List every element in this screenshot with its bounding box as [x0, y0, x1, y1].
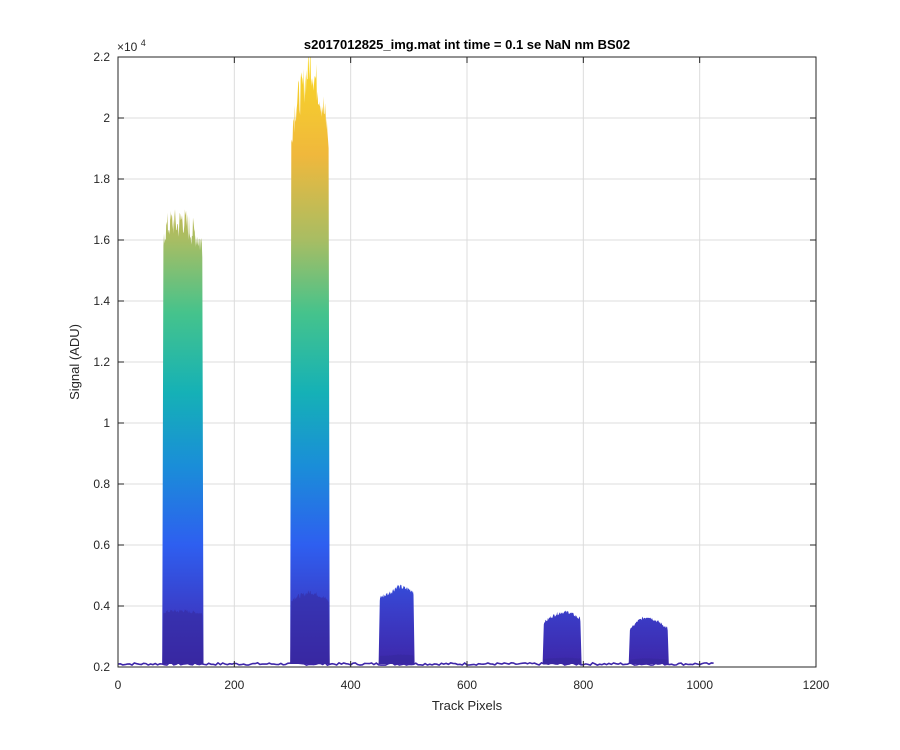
ticks: 0 200 400 600 800 1000 1200 0.2 0.4 0.6 0.8 1 1.2 1.4…: [93, 50, 829, 692]
peak-peak-4: [542, 610, 582, 664]
peak-base-shade: [290, 590, 330, 664]
grid: [118, 57, 816, 667]
peak-base-shade: [162, 609, 204, 664]
x-tick-label: 1200: [803, 678, 830, 692]
x-tick-label: 800: [573, 678, 593, 692]
y-tick-label: 1.6: [93, 233, 110, 247]
x-tick-label: 0: [115, 678, 122, 692]
y-tick-label: 0.6: [93, 538, 110, 552]
y-tick-label: 1.8: [93, 172, 110, 186]
peak-base-shade: [378, 654, 415, 664]
y-tick-label: 1: [103, 416, 110, 430]
chart-title: s2017012825_img.mat int time = 0.1 se Na…: [304, 37, 630, 52]
peak-peak-3: [378, 584, 415, 664]
y-exponent-power: 4: [141, 38, 146, 48]
peak-base-shade: [542, 657, 582, 664]
x-tick-label: 1000: [686, 678, 713, 692]
y-exponent-base: ×10: [117, 40, 138, 54]
y-tick-label: 0.4: [93, 599, 110, 613]
y-tick-label: 0.2: [93, 660, 110, 674]
peak-peak-1: [162, 209, 204, 664]
y-tick-label: 1.4: [93, 294, 110, 308]
peak-peak-5: [628, 616, 669, 664]
peak-base-shade: [628, 658, 669, 664]
peak-peak-2: [290, 57, 330, 664]
baseline-trace: [118, 661, 714, 667]
x-tick-label: 200: [224, 678, 244, 692]
y-axis-title: Signal (ADU): [67, 324, 82, 400]
x-axis-title: Track Pixels: [432, 698, 503, 713]
y-tick-label: 2: [103, 111, 110, 125]
data-layer: [118, 57, 714, 667]
y-exponent-label: ×10 4: [117, 38, 146, 54]
x-tick-label: 400: [341, 678, 361, 692]
y-tick-label: 0.8: [93, 477, 110, 491]
y-tick-label: 2.2: [93, 50, 110, 64]
x-tick-label: 600: [457, 678, 477, 692]
y-tick-label: 1.2: [93, 355, 110, 369]
